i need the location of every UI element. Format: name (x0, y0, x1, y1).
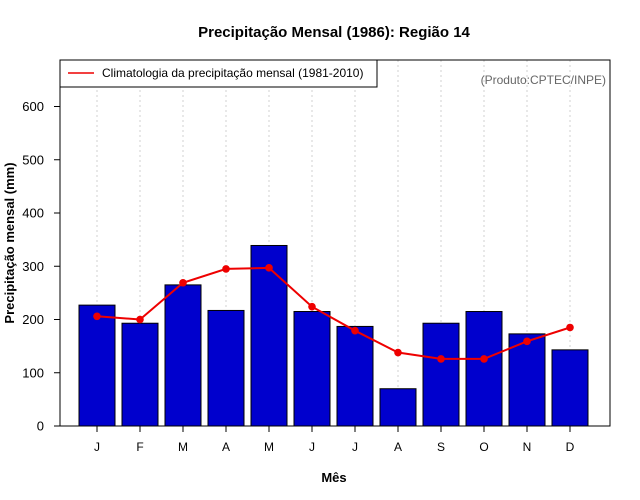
legend-box (59, 59, 378, 88)
bar-10 (465, 311, 503, 427)
bar-1 (78, 304, 116, 427)
y-tick-label: 400 (22, 206, 44, 221)
climatology-point-1 (93, 312, 101, 321)
y-tick-label: 600 (22, 99, 44, 114)
climatology-point-2 (136, 315, 144, 324)
credit-text: (Produto:CPTEC/INPE) (481, 73, 606, 87)
bar-11 (508, 333, 546, 427)
y-tick-label: 300 (22, 259, 44, 274)
x-tick-label: M (178, 440, 188, 454)
legend: Climatologia da precipitação mensal (198… (59, 59, 378, 88)
x-tick-label: A (394, 440, 402, 454)
chart-title: Precipitação Mensal (1986): Região 14 (198, 24, 470, 41)
x-tick-label: S (437, 440, 445, 454)
climatology-point-5 (265, 264, 273, 272)
climatology-point-9 (437, 355, 445, 363)
x-tick-label: J (94, 440, 100, 454)
climatology-point-7 (351, 326, 359, 335)
y-tick-label: 200 (22, 312, 44, 327)
x-tick-label: A (222, 440, 230, 454)
bar-5 (250, 244, 288, 427)
y-tick-label: 100 (22, 365, 44, 380)
x-tick-label: O (479, 440, 488, 454)
climatology-point-12 (566, 323, 574, 332)
bar-8 (379, 388, 417, 427)
y-axis-title: Precipitação mensal (mm) (2, 162, 17, 323)
x-axis-title: Mês (321, 470, 346, 485)
x-tick-label: N (523, 440, 532, 454)
climatology-point-6 (308, 302, 316, 311)
climatology-point-3 (179, 278, 187, 287)
climatology-point-8 (394, 348, 402, 357)
y-axis: 0 100 200 300 400 500 600 (22, 99, 60, 434)
x-tick-label: D (566, 440, 575, 454)
bar-9 (422, 322, 460, 427)
bar-3 (164, 284, 202, 427)
climatology-point-11 (523, 337, 531, 346)
bar-7 (336, 325, 374, 427)
climatology-point-4 (222, 265, 230, 273)
y-tick-label: 0 (37, 419, 44, 434)
x-tick-label: J (352, 440, 358, 454)
bar-12 (551, 349, 589, 427)
bar-4 (207, 309, 245, 427)
x-tick-label: M (264, 440, 274, 454)
climatology-point-10 (480, 355, 488, 363)
y-tick-label: 500 (22, 152, 44, 167)
climatology-series (93, 264, 574, 363)
bar-2 (121, 322, 159, 427)
climatology-line (96, 266, 571, 360)
bar-6 (293, 311, 331, 427)
bar-series (78, 244, 589, 427)
x-tick-label: J (309, 440, 315, 454)
legend-label: Climatologia da precipitação mensal (198… (102, 66, 363, 80)
x-tick-label: F (136, 440, 143, 454)
